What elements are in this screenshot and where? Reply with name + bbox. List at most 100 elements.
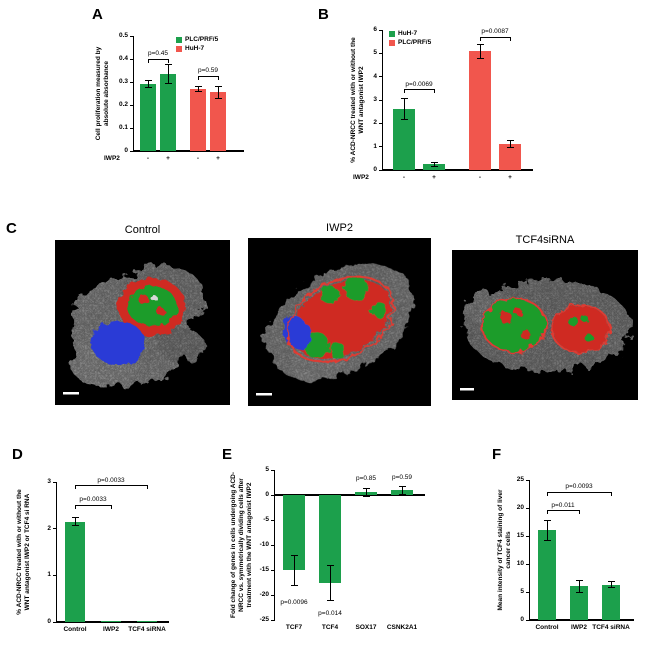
y-tick-label: 0.3 (118, 78, 128, 85)
y-tick-mark (526, 479, 530, 481)
p-bracket (547, 491, 611, 493)
microscopy-image-control (55, 240, 230, 405)
bar (423, 164, 445, 170)
y-tick-label: -5 (263, 516, 269, 523)
error-bar-cap (326, 564, 334, 566)
y-tick-mark (271, 519, 275, 521)
p-bracket-tick (146, 485, 148, 490)
x-category-label: - (196, 155, 200, 162)
y-tick-mark (271, 619, 275, 621)
p-value-label: p=0.014 (318, 610, 342, 617)
panel-label-c: C (6, 220, 17, 237)
y-tick-label: 0 (124, 147, 128, 154)
error-bar (167, 64, 169, 84)
y-tick-mark (526, 563, 530, 565)
p-bracket-tick (110, 504, 112, 509)
scale-bar (63, 392, 79, 395)
microscopy-title-control: Control (124, 224, 161, 236)
error-bar (401, 486, 403, 494)
error-bar-cap (290, 584, 298, 586)
y-tick-mark (526, 535, 530, 537)
y-tick-mark (130, 81, 134, 83)
legend-swatch (176, 36, 182, 43)
chart-panel-a: Cell proliferation measured by absolute … (95, 22, 244, 177)
x-axis-line (530, 619, 634, 621)
plot-area: 0 0.1 0.2 0.3 0.4 0.5 - + - + IWP2 p=0.45 p=0.59 PLC/… (104, 32, 244, 162)
x-axis-line (275, 494, 425, 496)
error-bar (479, 44, 481, 58)
bar (319, 495, 341, 583)
p-bracket-tick (217, 75, 219, 80)
x-category-label: TCF4 (321, 624, 339, 631)
x-category-label: TCF7 (285, 624, 303, 631)
error-bar-cap (575, 591, 583, 593)
bar (190, 88, 206, 151)
y-tick-label: 0.1 (118, 124, 128, 131)
panel-label-b: B (318, 6, 329, 23)
error-bar-cap (575, 580, 583, 582)
p-value-label: p=0.45 (147, 50, 169, 57)
y-tick-label: 0.4 (118, 55, 128, 62)
legend-label: PLC/PRF/5 (398, 39, 432, 46)
chart-panel-b: % ACD-NRCC treated with or without the W… (350, 16, 533, 196)
p-value-label: p=0.0087 (481, 28, 509, 35)
error-bar-cap (506, 140, 514, 142)
bar (499, 144, 521, 170)
y-tick-mark (271, 569, 275, 571)
chart-panel-e: Fold change of genes in cells undergoing… (230, 460, 425, 640)
p-bracket-tick (546, 510, 548, 515)
x-category-label: - (146, 155, 150, 162)
x-category-label: + (166, 155, 170, 162)
bar (160, 73, 176, 151)
bar (101, 621, 121, 623)
y-tick-label: 0.5 (118, 32, 128, 39)
p-bracket (148, 58, 168, 60)
error-bar-cap (326, 599, 334, 601)
y-tick-label: 10 (516, 560, 524, 567)
error-bar-cap (214, 97, 222, 99)
p-bracket (75, 485, 147, 487)
microscopy-title-tcf4sirna: TCF4siRNA (515, 234, 575, 246)
bar (469, 51, 491, 170)
y-tick-mark (379, 76, 383, 78)
error-bar (365, 488, 367, 496)
y-tick-mark (379, 52, 383, 54)
p-bracket-tick (546, 491, 548, 496)
panel-label-e: E (222, 446, 233, 463)
y-tick-label: 6 (373, 26, 377, 33)
error-bar-cap (506, 147, 514, 149)
p-bracket (198, 75, 218, 77)
y-tick-mark (271, 594, 275, 596)
plot-area: 0 1 2 3 Control IWP2 TCF4 siRNA p=0.0033 p=0.003… (47, 477, 169, 633)
y-tick-mark (53, 528, 57, 530)
error-bar (509, 140, 511, 148)
x-category-label: CSNK2A1 (386, 624, 418, 631)
panel-label-f: F (492, 446, 502, 463)
y-tick-label: 5 (373, 49, 377, 57)
y-tick-mark (526, 591, 530, 593)
y-tick-mark (379, 99, 383, 101)
bar (393, 109, 415, 170)
legend-label: HuH-7 (398, 30, 418, 37)
error-bar (433, 162, 435, 167)
p-value-label: p=0.0096 (280, 598, 308, 606)
y-tick-label: 25 (516, 476, 524, 483)
x-axis-line (383, 169, 533, 171)
error-bar (217, 86, 219, 99)
y-axis-label: % ACD-NRCC treated with or without the W… (350, 37, 365, 163)
y-tick-label: 0.2 (118, 101, 128, 108)
error-bar-cap (144, 87, 152, 89)
y-tick-mark (379, 146, 383, 148)
microscopy-title-iwp2: IWP2 (326, 222, 353, 234)
y-tick-label: 5 (265, 466, 269, 473)
y-axis-label: Mean intensity of TCF4 staining of liver… (497, 489, 512, 611)
y-tick-label: -20 (259, 591, 269, 598)
x-category-label: Control (63, 626, 87, 633)
y-tick-mark (379, 122, 383, 124)
y-tick-label: 0 (373, 166, 377, 173)
bar (538, 530, 556, 620)
panel-label-a: A (92, 6, 103, 23)
x-category-label: + (508, 174, 512, 181)
x-axis-line (134, 150, 244, 152)
